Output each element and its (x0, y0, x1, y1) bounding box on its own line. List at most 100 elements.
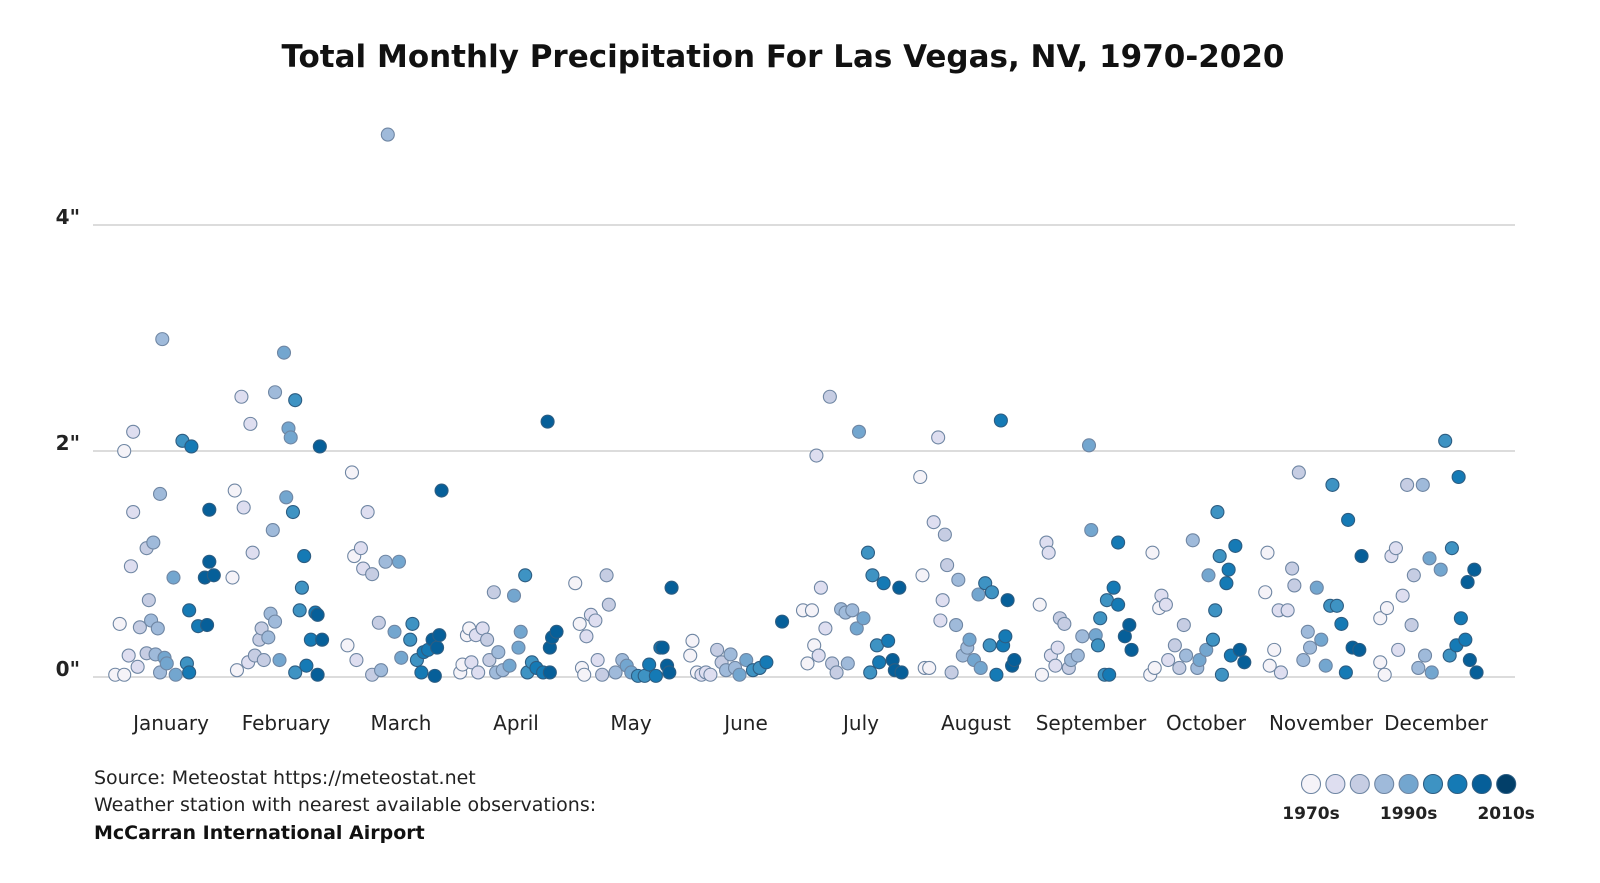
x-tick-label: August (941, 711, 1011, 735)
data-point (840, 656, 855, 671)
data-point (894, 665, 909, 680)
data-point (206, 568, 221, 583)
data-point (892, 580, 907, 595)
data-point (577, 667, 592, 682)
data-point (1433, 562, 1448, 577)
data-point (1334, 616, 1349, 631)
data-point (1300, 624, 1315, 639)
data-point (998, 629, 1013, 644)
data-point (800, 656, 815, 671)
data-point (845, 603, 860, 618)
data-point (1417, 648, 1433, 663)
data-point (155, 332, 170, 347)
data-point (1232, 642, 1247, 657)
data-point (1258, 585, 1273, 600)
data-point (132, 620, 147, 635)
data-point (1341, 512, 1356, 527)
legend-label: 1990s (1380, 804, 1437, 824)
data-point (202, 502, 217, 517)
data-point (371, 615, 386, 630)
data-point (962, 632, 977, 647)
data-point (1438, 433, 1453, 448)
legend-swatch (1471, 773, 1492, 795)
data-point (297, 549, 312, 564)
data-point (288, 393, 303, 408)
data-point (1214, 667, 1229, 682)
data-point (1422, 551, 1437, 566)
data-point (860, 545, 876, 560)
data-point (243, 416, 258, 431)
data-point (288, 665, 303, 680)
data-point (1124, 642, 1139, 657)
data-point (200, 617, 215, 633)
data-point (434, 483, 449, 498)
data-point (310, 667, 325, 682)
data-point (283, 430, 298, 445)
data-point (344, 465, 360, 480)
data-point (926, 515, 941, 530)
data-point (292, 603, 307, 618)
month-group (225, 345, 330, 682)
data-point (1221, 562, 1236, 577)
legend-swatch (1349, 773, 1370, 795)
data-point (662, 665, 677, 680)
month-group (568, 568, 679, 683)
data-point (710, 642, 725, 657)
data-point (540, 414, 555, 429)
data-point (664, 580, 679, 595)
data-point (245, 545, 260, 560)
legend-swatch (1325, 773, 1346, 795)
data-point (1442, 648, 1457, 663)
data-point (851, 424, 867, 439)
data-point (1404, 617, 1419, 633)
y-axis-ticks: 0" 2" 4" (56, 205, 80, 681)
data-point (182, 665, 197, 680)
data-point (1329, 598, 1344, 613)
data-point (152, 486, 168, 501)
data-point (648, 668, 663, 683)
data-point (1411, 660, 1426, 676)
data-point (365, 567, 380, 582)
data-point (915, 568, 930, 583)
data-point (940, 558, 955, 573)
data-point (881, 633, 896, 648)
data-point (126, 504, 141, 520)
data-point (480, 632, 495, 647)
data-point (1122, 617, 1137, 633)
x-tick-label: March (371, 711, 432, 735)
x-tick-label: October (1166, 711, 1247, 735)
data-point (1338, 665, 1353, 680)
legend-swatch (1422, 773, 1444, 795)
data-point (1467, 562, 1482, 577)
data-point (227, 483, 242, 498)
data-point (267, 614, 283, 629)
data-point (121, 648, 136, 663)
data-point (168, 667, 183, 682)
chart-title: Total Monthly Precipitation For Las Vega… (281, 39, 1284, 75)
data-point (822, 389, 837, 404)
data-point (1453, 611, 1468, 626)
data-point (811, 648, 826, 663)
data-point (1041, 545, 1056, 560)
station-name: McCarran International Airport (94, 822, 425, 844)
data-point (117, 443, 132, 459)
data-point (405, 616, 420, 631)
data-point (1208, 603, 1223, 618)
data-point (1377, 667, 1392, 682)
data-point (1102, 667, 1117, 682)
data-point (1273, 665, 1288, 680)
data-point (513, 624, 528, 639)
data-point (568, 576, 583, 591)
data-point (427, 668, 442, 683)
legend-label: 1970s (1282, 804, 1339, 824)
data-point (1048, 658, 1063, 673)
data-point (126, 424, 141, 439)
data-point (1111, 597, 1126, 612)
data-point (1075, 629, 1090, 644)
data-point (549, 624, 564, 639)
data-point (349, 652, 364, 668)
data-point (506, 588, 522, 603)
data-point (1228, 538, 1243, 553)
x-tick-label: September (1036, 711, 1147, 735)
